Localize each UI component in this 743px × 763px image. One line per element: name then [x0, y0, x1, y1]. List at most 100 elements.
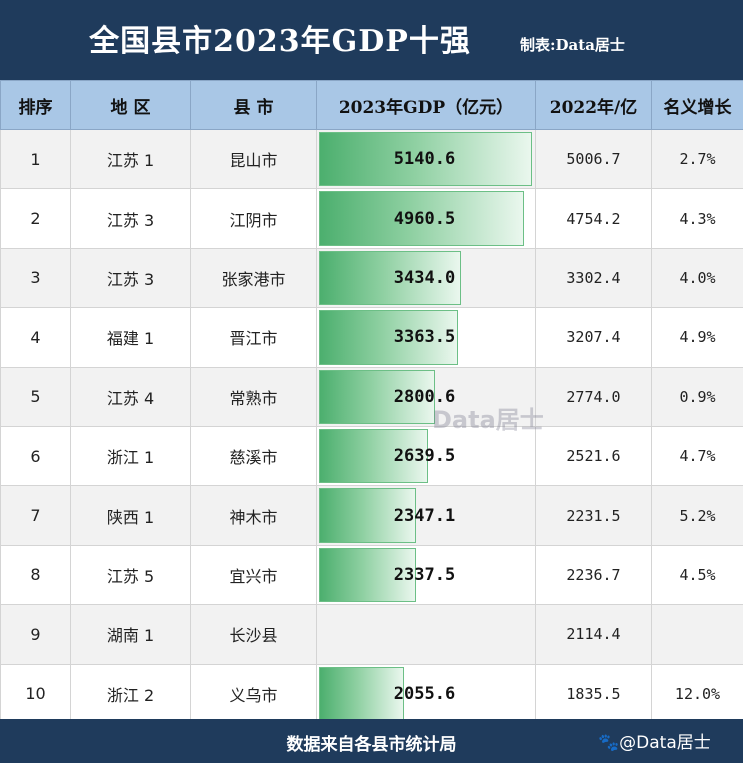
- rank-cell: 5: [0, 366, 71, 427]
- gdp2022-cell: 3207.4: [535, 307, 652, 368]
- footer-logo: 🐾@Data居士: [598, 733, 711, 753]
- growth-cell: 4.9%: [651, 307, 743, 368]
- table-row: 7 陕西 1 神木市 2347.1 2231.5 5.2%: [0, 485, 743, 546]
- gdp-bar: [319, 310, 458, 365]
- col-header-growth: 名义增长: [651, 80, 743, 130]
- gdp-bar-label: 2639.5: [393, 446, 456, 467]
- col-header-city: 县 市: [190, 80, 317, 130]
- table-header-row: 排序 地 区 县 市 2023年GDP（亿元） 2022年/亿 名义增长: [0, 80, 743, 130]
- table-row: 3 江苏 3 张家港市 3434.0 3302.4 4.0%: [0, 247, 743, 309]
- gdp2022-cell: 5006.7: [535, 128, 652, 190]
- gdp2023-cell: 3363.5: [316, 307, 536, 368]
- gdp-bar: [319, 191, 524, 246]
- growth-cell: 4.7%: [651, 425, 743, 487]
- gdp2022-cell: 2114.4: [535, 604, 652, 665]
- gdp2022-cell: 3302.4: [535, 247, 652, 309]
- table-row: 9 湖南 1 长沙县 2114.4: [0, 604, 743, 665]
- region-cell: 浙江 1: [70, 425, 191, 487]
- rank-cell: 3: [0, 247, 71, 309]
- growth-cell: 4.0%: [651, 247, 743, 309]
- gdp2023-cell: 2055.6: [316, 663, 536, 724]
- gdp2023-cell: 3434.0: [316, 247, 536, 309]
- region-cell: 浙江 2: [70, 663, 191, 724]
- author-credit: 制表:Data居士: [520, 36, 625, 54]
- gdp-table: 排序 地 区 县 市 2023年GDP（亿元） 2022年/亿 名义增长 1 江苏…: [0, 80, 743, 724]
- rank-cell: 1: [0, 128, 71, 190]
- watermark: Data居士: [432, 406, 544, 434]
- gdp-bar-label: 4960.5: [393, 208, 456, 229]
- growth-cell: 4.3%: [651, 188, 743, 249]
- city-cell: 昆山市: [190, 128, 317, 190]
- gdp2022-cell: 1835.5: [535, 663, 652, 724]
- gdp2023-cell: 2337.5: [316, 544, 536, 606]
- city-cell: 宜兴市: [190, 544, 317, 606]
- col-header-region: 地 区: [70, 80, 191, 130]
- gdp2022-cell: 2521.6: [535, 425, 652, 487]
- gdp-bar: [319, 428, 428, 484]
- gdp2023-cell: 5140.6: [316, 128, 536, 190]
- gdp-bar: [319, 488, 416, 543]
- gdp-bar-label: 2800.6: [393, 386, 456, 407]
- gdp2023-cell: 2639.5: [316, 425, 536, 487]
- table-row: 1 江苏 1 昆山市 5140.6 5006.7 2.7%: [0, 128, 743, 190]
- col-header-rank: 排序: [0, 80, 71, 130]
- gdp-bar-label: 3363.5: [393, 327, 456, 348]
- city-cell: 慈溪市: [190, 425, 317, 487]
- gdp-bar: [319, 547, 416, 603]
- gdp-bar-label: 2055.6: [393, 683, 456, 704]
- region-cell: 湖南 1: [70, 604, 191, 665]
- gdp-bar-label: 2347.1: [393, 505, 456, 526]
- region-cell: 江苏 3: [70, 247, 191, 309]
- region-cell: 江苏 3: [70, 188, 191, 249]
- region-cell: 江苏 4: [70, 366, 191, 427]
- growth-cell: 5.2%: [651, 485, 743, 546]
- gdp2022-cell: 4754.2: [535, 188, 652, 249]
- gdp-bar: [319, 369, 435, 424]
- table-row: 6 浙江 1 慈溪市 2639.5 2521.6 4.7%: [0, 425, 743, 487]
- gdp-bar: [319, 132, 532, 187]
- gdp-bar: [319, 666, 404, 721]
- rank-cell: 7: [0, 485, 71, 546]
- col-header-gdp2022: 2022年/亿: [535, 80, 652, 130]
- col-header-gdp2023: 2023年GDP（亿元）: [316, 80, 536, 130]
- gdp2022-cell: 2236.7: [535, 544, 652, 606]
- gdp2022-cell: 2774.0: [535, 366, 652, 427]
- region-cell: 江苏 5: [70, 544, 191, 606]
- rank-cell: 8: [0, 544, 71, 606]
- growth-cell: 12.0%: [651, 663, 743, 724]
- city-cell: 常熟市: [190, 366, 317, 427]
- growth-cell: 4.5%: [651, 544, 743, 606]
- gdp2022-cell: 2231.5: [535, 485, 652, 546]
- table-row: 8 江苏 5 宜兴市 2337.5 2236.7 4.5%: [0, 544, 743, 606]
- city-cell: 晋江市: [190, 307, 317, 368]
- table-row: 5 江苏 4 常熟市 2800.6 2774.0 0.9%: [0, 366, 743, 427]
- city-cell: 义乌市: [190, 663, 317, 724]
- gdp2023-cell: 2800.6: [316, 366, 536, 427]
- gdp-bar: [319, 250, 461, 306]
- gdp2023-cell: 2347.1: [316, 485, 536, 546]
- rank-cell: 10: [0, 663, 71, 724]
- gdp2023-cell: 4960.5: [316, 188, 536, 249]
- data-source: 数据来自各县市统计局: [286, 735, 457, 755]
- growth-cell: 0.9%: [651, 366, 743, 427]
- rank-cell: 2: [0, 188, 71, 249]
- gdp-bar-label: 5140.6: [393, 149, 456, 170]
- region-cell: 福建 1: [70, 307, 191, 368]
- page-title: 全国县市2023年GDP十强: [89, 24, 471, 59]
- growth-cell: 2.7%: [651, 128, 743, 190]
- region-cell: 江苏 1: [70, 128, 191, 190]
- rank-cell: 9: [0, 604, 71, 665]
- city-cell: 江阴市: [190, 188, 317, 249]
- city-cell: 长沙县: [190, 604, 317, 665]
- city-cell: 神木市: [190, 485, 317, 546]
- gdp-bar-label: 3434.0: [393, 267, 456, 288]
- city-cell: 张家港市: [190, 247, 317, 309]
- table-row: 4 福建 1 晋江市 3363.5 3207.4 4.9%: [0, 307, 743, 368]
- rank-cell: 6: [0, 425, 71, 487]
- footer: 数据来自各县市统计局 🐾@Data居士: [0, 719, 743, 763]
- region-cell: 陕西 1: [70, 485, 191, 546]
- gdp-bar-label: 2337.5: [393, 564, 456, 585]
- table-row: 10 浙江 2 义乌市 2055.6 1835.5 12.0%: [0, 663, 743, 724]
- title-bar: 全国县市2023年GDP十强 制表:Data居士: [0, 0, 743, 80]
- gdp2023-cell: [316, 604, 536, 665]
